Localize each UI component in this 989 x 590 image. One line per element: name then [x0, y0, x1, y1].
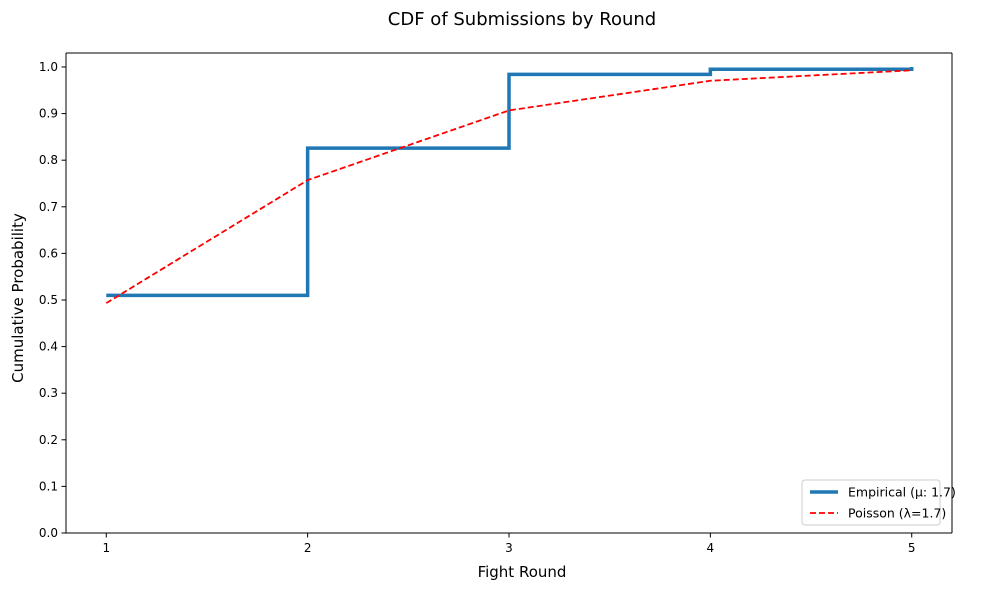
y-tick-label: 0.0	[39, 526, 58, 540]
y-tick-label: 0.5	[39, 293, 58, 307]
x-axis-title: Fight Round	[478, 563, 567, 581]
y-tick-label: 1.0	[39, 60, 58, 74]
y-axis-title: Cumulative Probability	[9, 213, 27, 383]
series-line-empirical	[106, 66, 914, 298]
x-tick-label: 2	[304, 541, 312, 555]
x-tick-label: 1	[102, 541, 110, 555]
legend-label-poisson: Poisson (λ=1.7)	[848, 506, 946, 521]
y-tick-label: 0.3	[39, 386, 58, 400]
x-tick-label: 4	[707, 541, 715, 555]
y-tick-label: 0.4	[39, 340, 58, 354]
y-tick-label: 0.7	[39, 200, 58, 214]
series-layer	[105, 66, 914, 304]
chart-title: CDF of Submissions by Round	[388, 9, 656, 30]
y-tick-label: 0.2	[39, 433, 58, 447]
y-tick-label: 0.8	[39, 153, 58, 167]
series-line-poisson	[105, 69, 912, 304]
x-tick-label: 3	[505, 541, 513, 555]
axes-layer: 1 2 3 4 5 0.0 0.1 0.2 0.3 0.4 0.5 0.6 0.7 0.8 0.9 1.0	[39, 52, 953, 555]
legend: Empirical (μ: 1.7) Poisson (λ=1.7)	[801, 479, 956, 526]
y-tick-label: 0.6	[39, 246, 58, 260]
y-tick-label: 0.9	[39, 107, 58, 121]
x-tick-label: 5	[908, 541, 916, 555]
y-tick-label: 0.1	[39, 479, 58, 493]
legend-label-empirical: Empirical (μ: 1.7)	[848, 485, 956, 500]
